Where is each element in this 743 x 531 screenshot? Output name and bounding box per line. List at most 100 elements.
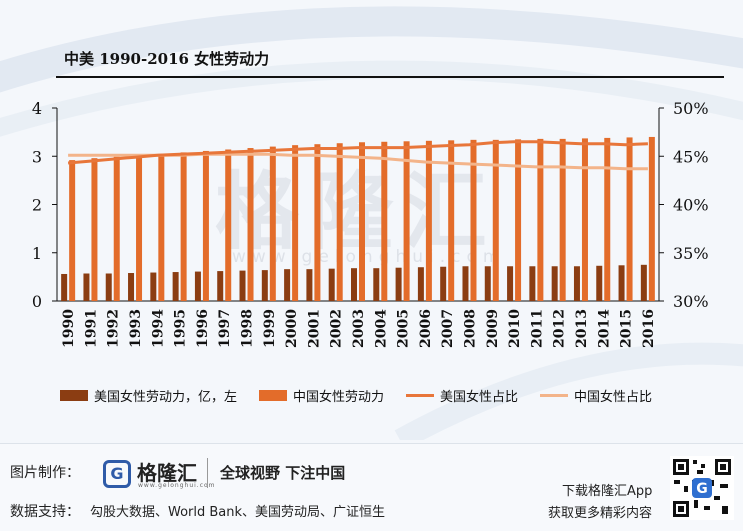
bar-us-labor [395, 267, 402, 301]
watermark-url: www.gelonghui.com [232, 247, 506, 267]
left-tick-label: 1 [32, 244, 42, 263]
bar-cn-labor [180, 152, 187, 301]
bar-cn-labor [515, 139, 522, 301]
right-tick-label: 30% [673, 292, 709, 311]
bar-cn-labor [403, 141, 410, 301]
x-tick-label: 2002 [329, 309, 345, 348]
legend-item-us-labor: 美国女性劳动力，亿，左 [60, 386, 237, 405]
x-tick-label: 2014 [596, 309, 612, 348]
right-tick-label: 35% [673, 244, 709, 263]
x-tick-label: 2010 [507, 309, 523, 348]
bar-us-labor [484, 266, 491, 301]
download-app-text[interactable]: 下载格隆汇App [562, 484, 653, 499]
watermark: 格隆汇 [215, 163, 498, 261]
bar-us-labor [61, 273, 68, 301]
bar-us-labor [194, 271, 201, 301]
bar-us-labor [351, 268, 357, 301]
footer: 图片制作： G 格隆汇 www.gelonghui.com 全球视野 下注中国 … [0, 443, 743, 531]
legend-item-cn-labor: 中国女性劳动力 [259, 386, 384, 405]
left-tick-label: 2 [32, 196, 42, 215]
bar-cn-labor [581, 138, 588, 301]
bar-cn-labor [559, 138, 566, 301]
legend-label-cn-share: 中国女性占比 [574, 389, 653, 405]
bar-cn-labor [225, 149, 232, 301]
legend-line-us-share [406, 393, 435, 397]
bar-us-labor [83, 273, 90, 301]
bar-us-labor [150, 272, 157, 301]
bar-us-labor [551, 266, 558, 301]
bar-us-labor [529, 266, 536, 301]
bar-us-labor [306, 269, 313, 301]
bar-cn-labor [247, 148, 254, 301]
x-tick-label: 1999 [262, 309, 278, 348]
title-rule [56, 76, 724, 78]
x-tick-label: 1996 [195, 309, 211, 348]
x-tick-label: 1993 [128, 309, 144, 348]
source-text: 勾股大数据、World Bank、美国劳动局、广证恒生 [90, 505, 386, 520]
bar-cn-labor [381, 141, 388, 301]
x-tick-label: 2013 [574, 309, 590, 348]
legend-swatch-cn-labor [259, 389, 288, 401]
legend-label-cn-labor: 中国女性劳动力 [293, 389, 385, 405]
left-tick-label: 0 [32, 292, 42, 311]
bar-us-labor [239, 270, 246, 301]
legend-item-cn-share: 中国女性占比 [540, 386, 652, 405]
bar-us-labor [573, 266, 580, 301]
qr-code-icon[interactable]: G [670, 456, 734, 520]
bar-us-labor [284, 269, 291, 301]
footer-divider [207, 458, 208, 488]
logo-domain: www.gelonghui.com [138, 482, 216, 489]
x-tick-label: 2003 [351, 309, 367, 348]
x-tick-label: 2016 [641, 309, 657, 348]
bar-cn-labor [269, 146, 276, 301]
left-tick-label: 4 [32, 99, 42, 118]
x-tick-label: 2008 [462, 309, 478, 348]
bar-cn-labor [202, 150, 209, 301]
bar-cn-labor [158, 153, 165, 301]
x-tick-label: 2000 [284, 309, 300, 348]
bar-us-labor [328, 268, 335, 301]
bar-cn-labor [537, 138, 544, 301]
bar-cn-labor [648, 136, 655, 301]
bar-cn-labor [292, 145, 299, 301]
bar-us-labor [507, 266, 514, 301]
bar-cn-labor [69, 160, 76, 301]
x-tick-label: 2015 [619, 309, 635, 348]
bar-cn-labor [136, 155, 143, 301]
line-us-share [67, 140, 648, 165]
bar-us-labor [172, 272, 179, 301]
bar-us-labor [261, 270, 268, 301]
svg-text:G: G [696, 481, 708, 497]
bar-us-labor [373, 268, 380, 301]
bar-us-labor [217, 271, 224, 301]
made-by-label: 图片制作： [10, 465, 80, 481]
source-label: 数据支持： [10, 504, 80, 520]
bar-cn-labor [470, 139, 477, 301]
bar-cn-labor [359, 142, 365, 301]
bar-cn-labor [336, 143, 343, 301]
chart-title: 中美 1990-2016 女性劳动力 [64, 50, 270, 68]
bar-us-labor [596, 265, 603, 301]
x-tick-label: 2001 [306, 309, 322, 348]
bar-cn-labor [314, 144, 321, 301]
bar-us-labor [440, 266, 447, 301]
more-content-text: 获取更多精彩内容 [548, 506, 653, 521]
bar-us-labor [105, 273, 112, 301]
left-tick-label: 3 [32, 147, 42, 166]
chart: 0 1 2 3 4 30% 35% 40% 45% 50% 1990 1991 1992 1993 1994… [32, 99, 709, 348]
right-tick-label: 40% [673, 196, 709, 215]
bar-us-labor [128, 273, 135, 301]
x-tick-label: 1998 [240, 309, 256, 348]
legend: 美国女性劳动力，亿，左 中国女性劳动力 美国女性占比 中国女性占比 [60, 383, 740, 407]
legend-line-cn-share [540, 393, 569, 397]
x-tick-label: 1992 [106, 309, 122, 348]
bar-cn-labor [425, 140, 432, 301]
bar-us-labor [618, 265, 625, 301]
slogan: 全球视野 下注中国 [220, 464, 346, 482]
bar-cn-labor [448, 140, 455, 301]
x-tick-label: 2009 [485, 309, 501, 348]
x-tick-label: 1997 [217, 309, 233, 348]
x-tick-label: 1991 [83, 309, 99, 348]
right-tick-label: 45% [673, 147, 709, 166]
legend-swatch-us-labor [60, 389, 88, 401]
